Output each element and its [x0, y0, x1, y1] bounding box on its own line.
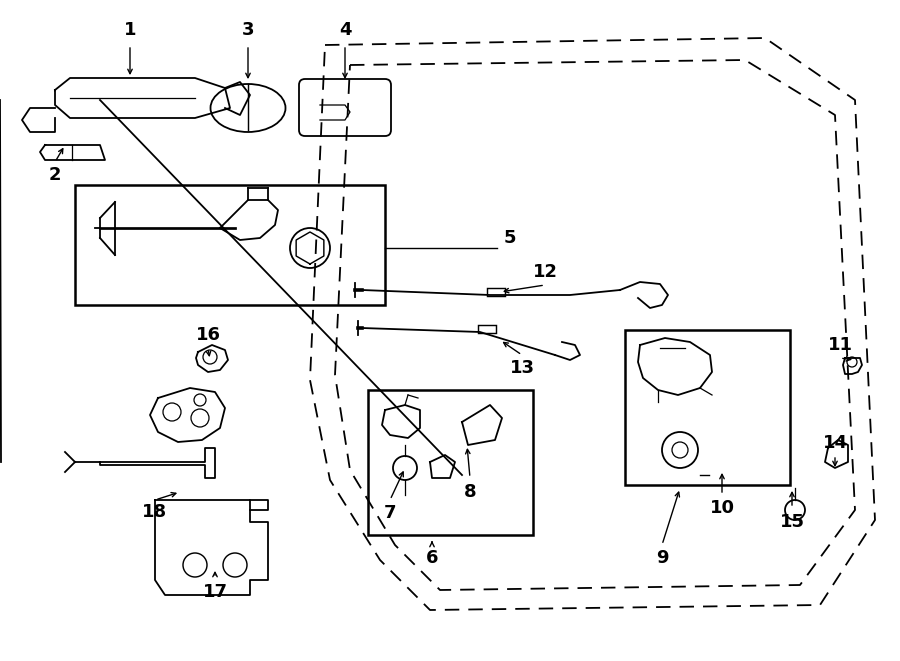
Text: 1: 1 — [124, 21, 136, 39]
Text: 3: 3 — [242, 21, 254, 39]
Text: 12: 12 — [533, 263, 557, 281]
Bar — [368, 390, 533, 535]
Text: 4: 4 — [338, 21, 351, 39]
Text: 17: 17 — [202, 583, 228, 601]
Text: 7: 7 — [383, 504, 396, 522]
Bar — [75, 185, 385, 305]
Text: 8: 8 — [464, 483, 476, 501]
Text: 9: 9 — [656, 549, 668, 567]
Text: 10: 10 — [709, 499, 734, 517]
Text: 11: 11 — [827, 336, 852, 354]
Text: 5: 5 — [504, 229, 517, 247]
Bar — [625, 330, 790, 485]
Text: 14: 14 — [823, 434, 848, 452]
Text: 6: 6 — [426, 549, 438, 567]
Text: 18: 18 — [142, 503, 167, 521]
Text: 13: 13 — [509, 359, 535, 377]
Text: 15: 15 — [779, 513, 805, 531]
Bar — [487, 288, 505, 296]
Bar — [478, 325, 496, 333]
Text: 2: 2 — [49, 166, 61, 184]
Text: 16: 16 — [195, 326, 220, 344]
